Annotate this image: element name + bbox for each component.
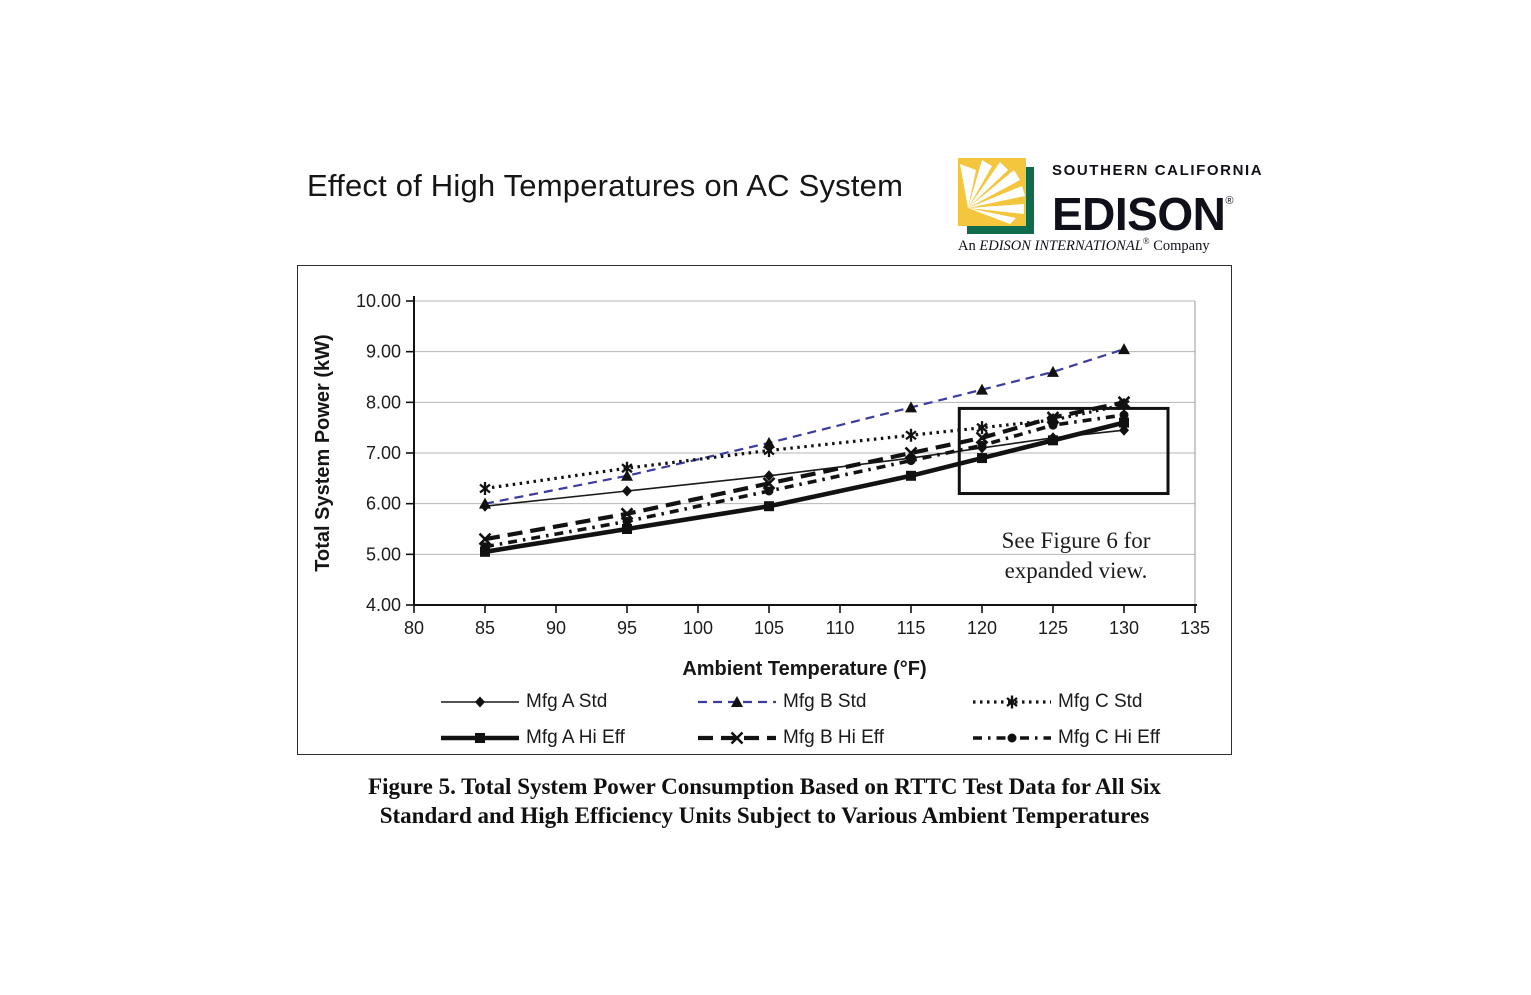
legend-item-mfg-c-hi-eff: Mfg C Hi Eff — [973, 727, 1160, 749]
series-mfg-a-hi-eff — [480, 417, 1129, 557]
legend-label: Mfg B Hi Eff — [783, 727, 885, 748]
x-axis-title: Ambient Temperature (°F) — [682, 658, 927, 680]
y-tick-label: 4.00 — [366, 595, 401, 615]
series-mfg-b-hi-eff — [478, 395, 1131, 546]
see-figure-6-note: See Figure 6 for expanded view. — [916, 526, 1236, 586]
y-tick-label: 9.00 — [366, 342, 401, 362]
legend-line-sample — [973, 733, 1051, 743]
y-tick-label: 6.00 — [366, 494, 401, 514]
note-line-1: See Figure 6 for — [1001, 528, 1151, 553]
legend-line-sample — [441, 696, 519, 708]
x-tick-label: 100 — [683, 618, 713, 638]
x-tick-label: 95 — [617, 618, 637, 638]
x-tick-label: 125 — [1038, 618, 1068, 638]
edison-logo-text: SOUTHERN CALIFORNIA EDISON® — [1052, 162, 1264, 240]
edison-sunburst-icon — [958, 158, 1034, 234]
line-chart: 4.00 5.00 6.00 7.00 8.00 9.00 10.00 80 85 90 95 100… — [356, 291, 1210, 638]
x-tick-label: 135 — [1180, 618, 1210, 638]
y-tick-label: 10.00 — [356, 291, 401, 311]
legend-line-sample — [698, 696, 776, 707]
legend-label: Mfg C Hi Eff — [1058, 727, 1161, 748]
x-tick-label: 80 — [404, 618, 424, 638]
logo-tagline: An EDISON INTERNATIONAL® Company — [958, 236, 1210, 254]
y-tick-label: 5.00 — [366, 544, 401, 564]
legend-label: Mfg C Std — [1058, 691, 1143, 712]
chart-panel: 4.00 5.00 6.00 7.00 8.00 9.00 10.00 80 85 90 95 100… — [297, 265, 1232, 755]
caption-line-2: Standard and High Efficiency Units Subje… — [379, 803, 1150, 828]
expanded-view-box — [957, 406, 1170, 496]
x-tick-label: 105 — [754, 618, 784, 638]
y-tick-label: 8.00 — [366, 392, 401, 412]
legend-line-sample — [973, 695, 1051, 709]
legend-item-mfg-c-std: Mfg C Std — [973, 691, 1142, 713]
logo-edison-wordmark: EDISON® — [1052, 188, 1234, 240]
legend-item-mfg-a-std: Mfg A Std — [441, 691, 607, 713]
legend-label: Mfg B Std — [783, 691, 867, 712]
note-line-2: expanded view. — [1004, 558, 1148, 583]
tick-labels: 4.00 5.00 6.00 7.00 8.00 9.00 10.00 80 85 90 95 100… — [356, 291, 1210, 638]
page-title: Effect of High Temperatures on AC System — [307, 168, 904, 203]
legend-line-sample — [441, 733, 519, 743]
logo-southern-california: SOUTHERN CALIFORNIA — [1052, 162, 1264, 179]
x-tick-label: 120 — [967, 618, 997, 638]
legend-line-sample — [698, 731, 776, 745]
x-tick-label: 130 — [1109, 618, 1139, 638]
legend-item-mfg-b-hi-eff: Mfg B Hi Eff — [698, 727, 884, 749]
gridlines — [414, 300, 1195, 555]
edison-logo: SOUTHERN CALIFORNIA EDISON® An EDISON IN… — [958, 156, 1264, 256]
x-tick-label: 85 — [475, 618, 495, 638]
figure-caption: Figure 5. Total System Power Consumption… — [297, 772, 1232, 830]
registered-mark: ® — [1225, 195, 1234, 207]
legend-label: Mfg A Std — [526, 691, 608, 712]
legend-item-mfg-a-hi-eff: Mfg A Hi Eff — [441, 727, 625, 749]
axes — [406, 296, 1197, 613]
x-tick-label: 90 — [546, 618, 566, 638]
x-tick-label: 110 — [826, 618, 855, 638]
y-tick-label: 7.00 — [366, 443, 401, 463]
legend-item-mfg-b-std: Mfg B Std — [698, 691, 866, 713]
series-mfg-c-hi-eff — [480, 410, 1129, 552]
y-axis-title: Total System Power (kW) — [312, 334, 334, 572]
series-mfg-b-std — [479, 343, 1130, 509]
legend-label: Mfg A Hi Eff — [526, 727, 625, 748]
caption-line-1: Figure 5. Total System Power Consumption… — [368, 774, 1161, 799]
x-tick-label: 115 — [897, 618, 926, 638]
